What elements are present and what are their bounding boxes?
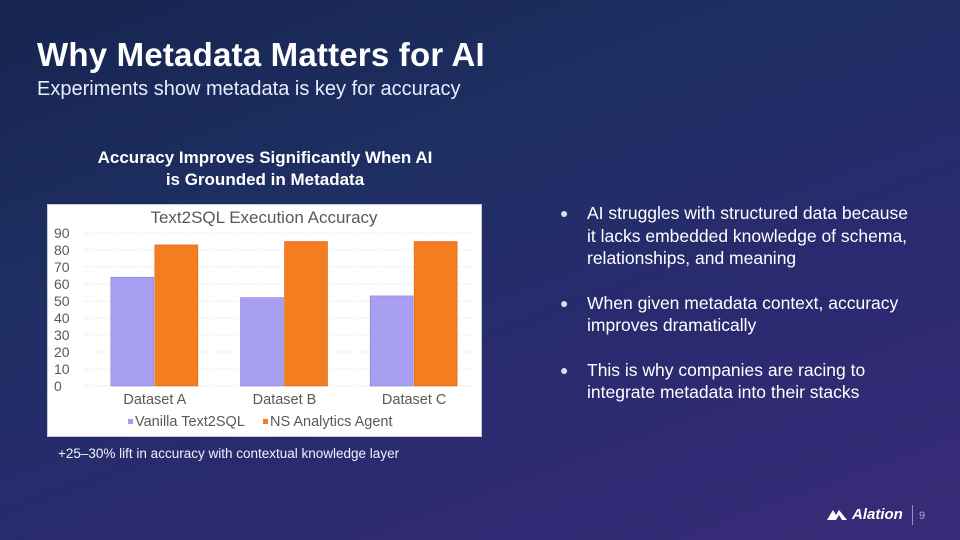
logo-text: Alation (852, 506, 903, 523)
bullet-item: ● This is why companies are racing to int… (560, 359, 920, 404)
bar-vanilla-2 (240, 297, 284, 387)
chart-container: Text2SQL Execution Accuracy 90 80 70 60 50 40… (47, 204, 482, 437)
x-tick-label: Dataset B (253, 392, 317, 408)
bar-ns-3 (413, 241, 458, 387)
legend-label: Vanilla Text2SQL (135, 414, 245, 430)
alation-logo-icon (827, 509, 847, 520)
slide-title: Why Metadata Matters for AI (37, 36, 485, 73)
bullet-text: When given metadata context, accuracy im… (587, 292, 899, 336)
y-tick-label: 40 (54, 310, 70, 326)
bullet-dot-icon: ● (560, 361, 569, 378)
page-number: 9 (919, 510, 926, 522)
legend-swatch-vanilla (128, 419, 133, 424)
chart-caption: +25–30% lift in accuracy with contextual… (58, 446, 400, 461)
footer-divider (912, 505, 913, 525)
y-tick-label: 50 (54, 293, 70, 309)
bullet-dot-icon: ● (560, 205, 569, 221)
y-tick-label: 30 (54, 327, 70, 343)
y-tick-label: 80 (54, 242, 70, 258)
chart-heading: Accuracy Improves Significantly When AI … (97, 148, 433, 189)
bullet-dot-icon: ● (560, 294, 569, 311)
company-logo: Alation (826, 506, 903, 523)
bullet-list: ● AI struggles with structured data becau… (560, 202, 920, 426)
y-tick-label: 70 (54, 259, 70, 275)
bullet-text: AI struggles with structured data becaus… (587, 203, 909, 268)
legend-label: NS Analytics Agent (270, 414, 393, 430)
bar-ns-2 (284, 241, 328, 387)
bullet-item: ● When given metadata context, accuracy i… (560, 292, 920, 337)
y-tick-label: 90 (54, 225, 70, 241)
y-tick-label: 20 (54, 344, 70, 360)
x-tick-label: Dataset A (123, 392, 186, 408)
x-tick-label: Dataset C (382, 392, 446, 408)
slide-subtitle: Experiments show metadata is key for acc… (37, 78, 461, 100)
bullet-item: ● AI struggles with structured data becau… (560, 202, 920, 270)
bar-vanilla-3 (369, 295, 414, 387)
bar-ns-1 (154, 244, 199, 387)
bar-chart: Text2SQL Execution Accuracy 908070605040… (54, 208, 473, 430)
y-tick-label: 10 (54, 361, 70, 377)
legend-swatch-ns (263, 419, 268, 424)
bullet-text: This is why companies are racing to inte… (587, 359, 866, 403)
chart-title: Text2SQL Execution Accuracy (150, 208, 378, 227)
y-tick-label: 0 (54, 378, 62, 394)
bar-vanilla-1 (110, 276, 155, 387)
y-tick-label: 60 (54, 276, 70, 292)
